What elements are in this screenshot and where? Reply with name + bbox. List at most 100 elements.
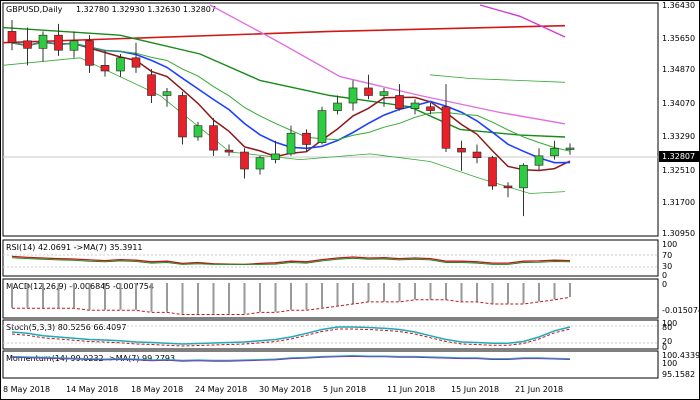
stoch-label: Stoch(5,3,3) 80.5256 66.4097 [6, 323, 126, 332]
macd-histogram-bar [522, 283, 525, 304]
candle-body[interactable] [193, 125, 203, 138]
stoch-tick: 100 [662, 319, 677, 328]
rsi-ma-line [11, 257, 571, 265]
price-panel[interactable] [2, 2, 659, 237]
macd-histogram-bar [429, 283, 432, 300]
macd-histogram-bar [383, 283, 385, 302]
stoch-panel[interactable] [2, 319, 659, 350]
macd-histogram-bar [305, 283, 308, 310]
candle-body[interactable] [395, 95, 404, 109]
momentum-tick: 95.1582 [662, 370, 695, 379]
macd-histogram-bar [243, 283, 246, 314]
candle-body[interactable] [302, 132, 311, 145]
stoch-series [11, 326, 571, 347]
macd-histogram-bar [491, 283, 494, 304]
candle-body[interactable] [271, 153, 280, 160]
candle-body[interactable] [426, 106, 435, 111]
macd-histogram-bar [57, 283, 60, 308]
current-price-label: 1.32807 [662, 152, 695, 161]
macd-histogram-bar [166, 283, 168, 312]
candle-body[interactable] [410, 102, 420, 109]
momentum-line [11, 355, 571, 362]
candles[interactable] [7, 20, 575, 217]
rsi-label: RSI(14) 42.0691 ->MA(7) 35.3911 [6, 243, 143, 252]
date-axis: 8 May 2018 14 May 2018 18 May 2018 24 Ma… [3, 385, 563, 394]
candle-body[interactable] [348, 87, 358, 104]
date-label: 14 May 2018 [66, 385, 118, 394]
macd-histogram-bar [274, 283, 277, 312]
stoch-tick: 20 [662, 337, 672, 346]
macd-histogram-bar [507, 283, 509, 304]
candle-body[interactable] [364, 87, 373, 96]
momentum-panel[interactable] [2, 350, 659, 379]
symbol-label: GBPUSD,Daily [6, 5, 63, 14]
date-label: 24 May 2018 [195, 385, 247, 394]
macd-histogram-bar [73, 283, 75, 308]
macd-tick: -0.015074 [662, 306, 700, 315]
ma-upper-magenta-line [479, 4, 566, 38]
candle-body[interactable] [488, 157, 497, 187]
stoch-tick: 0 [662, 343, 667, 352]
candle-body[interactable] [472, 151, 482, 159]
candle-body[interactable] [441, 106, 451, 149]
candle-body[interactable] [162, 91, 172, 96]
ma-green-line [2, 26, 566, 138]
macd-signal-line [12, 296, 571, 315]
candle-body[interactable] [147, 74, 156, 96]
price-tick: 1.32510 [662, 166, 695, 175]
candle-body[interactable] [286, 132, 296, 155]
date-label: 30 May 2018 [259, 385, 311, 394]
macd-histogram-bar [553, 283, 556, 300]
candle-body[interactable] [317, 110, 327, 143]
candle-body[interactable] [69, 40, 79, 51]
momentum-tick: 100.4339 [662, 351, 700, 360]
macd-histogram-bar [476, 283, 478, 302]
candle-body[interactable] [519, 164, 528, 189]
macd-histogram-bar [290, 283, 292, 310]
candle-body[interactable] [565, 147, 575, 150]
candle-body[interactable] [503, 185, 513, 189]
rsi-panel[interactable] [2, 239, 659, 277]
candle-body[interactable] [333, 102, 342, 111]
macd-histogram-bar [398, 283, 401, 302]
price-tick: 1.31700 [662, 198, 695, 207]
candle-body[interactable] [38, 34, 48, 49]
candle-body[interactable] [100, 65, 110, 72]
macd-histogram-bar [460, 283, 463, 302]
macd-histogram-bar [42, 283, 44, 308]
macd-histogram-bar [259, 283, 261, 312]
candle-body[interactable] [224, 149, 234, 153]
candle-body[interactable] [178, 95, 187, 138]
rsi-tick: 100 [662, 240, 677, 249]
macd-label: MACD(12,26,9) -0.006845 -0.007754 [6, 282, 154, 291]
candle-body[interactable] [23, 40, 32, 49]
candle-body[interactable] [7, 31, 17, 44]
macd-histogram-bar [228, 283, 230, 314]
macd-histogram-bar [197, 283, 199, 314]
candle-body[interactable] [131, 57, 141, 68]
date-label: 8 May 2018 [3, 385, 50, 394]
candle-body[interactable] [54, 34, 63, 51]
candle-body[interactable] [550, 147, 559, 157]
candle-body[interactable] [534, 155, 544, 166]
date-label: 15 Jun 2018 [451, 385, 499, 394]
macd-histogram-bar [88, 283, 91, 310]
price-tick: 1.34070 [662, 99, 695, 108]
macd-histogram-bar [26, 283, 29, 308]
candle-body[interactable] [116, 57, 125, 72]
candle-body[interactable] [85, 40, 94, 66]
candle-body[interactable] [240, 151, 249, 170]
candle-body[interactable] [379, 91, 389, 96]
macd-histogram-bar [414, 283, 416, 300]
momentum-ma-line [11, 354, 571, 361]
candle-body[interactable] [255, 157, 265, 170]
macd-histogram-bar [119, 283, 122, 310]
candle-body[interactable] [209, 125, 218, 151]
macd-histogram-bar [367, 283, 370, 302]
price-tick: 1.34870 [662, 65, 695, 74]
macd-panel[interactable] [2, 278, 659, 319]
candle-body[interactable] [457, 147, 466, 153]
date-label: 18 May 2018 [131, 385, 183, 394]
